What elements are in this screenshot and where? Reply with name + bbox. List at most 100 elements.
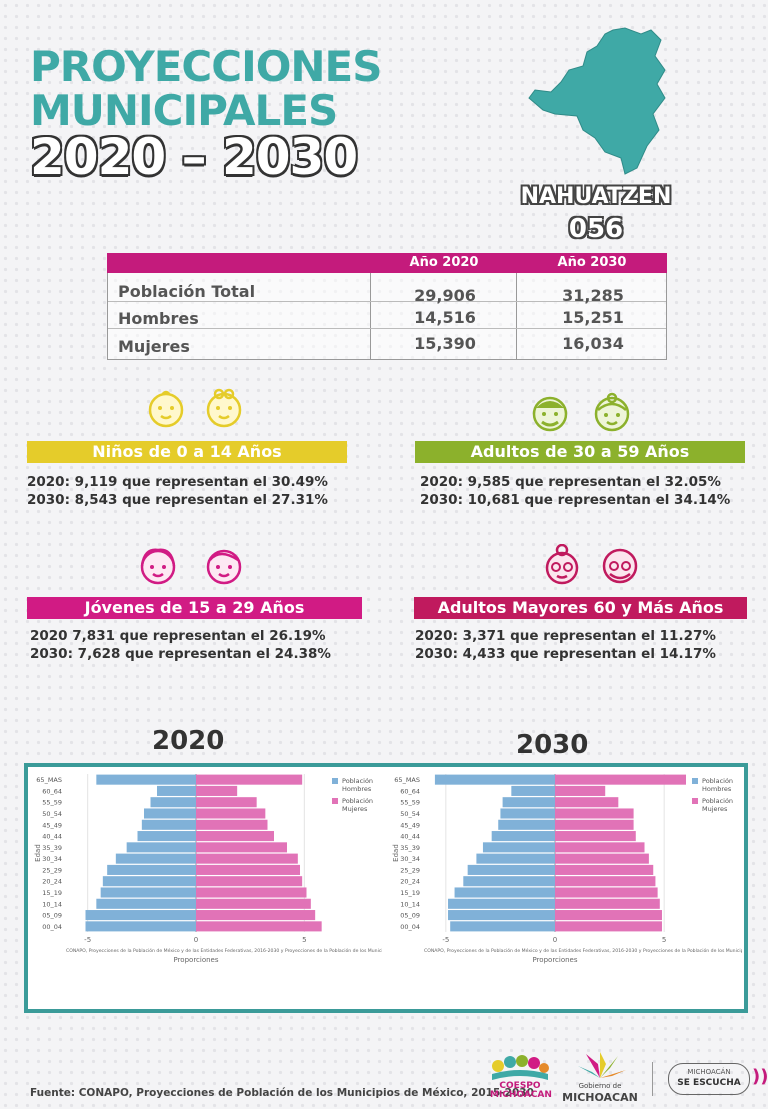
chart-year-2030: 2030 [516,730,589,760]
bar-mujeres [196,910,316,921]
y-tick-label: 00_04 [400,923,420,931]
title-line-1: PROYECCIONES [30,42,383,91]
row-total-2020: 29,906 [414,286,476,305]
group-bar-mayores: Adultos Mayores 60 y Más Años [414,597,747,619]
bar-mujeres [555,876,656,887]
elderly-man-icon [602,548,638,584]
group-bar-adultos: Adultos de 30 a 59 Años [415,441,745,463]
mayores-line-2030: 2030: 4,433 que representan el 14.17% [415,646,716,662]
municipality-name: NAHUATZEN [520,184,672,209]
bar-mujeres [196,808,266,819]
bar-mujeres [555,797,619,808]
bar-mujeres [555,898,660,909]
municipality-map [528,27,666,175]
adultos-line-2030: 2030: 10,681 que representan el 34.14% [420,492,731,508]
row-label-mujeres: Mujeres [118,337,190,356]
michoacan-label: MICHOACAN [562,1091,638,1104]
x-tick-label: -5 [84,936,91,944]
table-divider [516,273,517,359]
young-man-icon [206,549,242,585]
title-line-2: MUNICIPALES [30,86,338,135]
bar-mujeres [196,797,257,808]
y-tick-label: 35_39 [42,844,62,852]
ninos-line-2020: 2020: 9,119 que representan el 30.49% [27,474,328,490]
chart-year-2020: 2020 [152,726,225,756]
x-tick-label: 5 [302,936,306,944]
y-tick-label: 45_49 [42,821,62,829]
chart-source-note: CONAPO, Proyecciones de la Población de … [424,947,742,954]
bar-mujeres [555,887,658,898]
row-label-hombres: Hombres [118,309,199,328]
bar-hombres [115,853,196,864]
se-escucha-label: SE ESCUCHA [677,1078,741,1088]
group-bar-jovenes: Jóvenes de 15 a 29 Años [27,597,362,619]
se-escucha-logo [668,1063,750,1095]
adult-man-icon [532,396,568,432]
jovenes-line-2030: 2030: 7,628 que representan el 24.38% [30,646,331,662]
bar-mujeres [196,785,238,796]
y-tick-label: 10_14 [400,900,420,908]
row-total-2030: 31,285 [562,286,624,305]
y-tick-label: 65_MAS [36,776,62,784]
x-tick-label: 0 [194,936,198,944]
bar-hombres [454,887,555,898]
bar-hombres [511,785,555,796]
row-hombres-2030: 15,251 [562,308,624,327]
bar-mujeres [555,921,662,932]
adultos-line-2020: 2020: 9,585 que representan el 32.05% [420,474,721,490]
bar-hombres [96,774,196,785]
bar-mujeres [196,864,300,875]
se-escucha-top: MICHOACÁN [687,1068,731,1076]
y-tick-label: 15_19 [42,889,62,897]
footer-source: Fuente: CONAPO, Proyecciones de Població… [30,1087,534,1099]
bar-mujeres [555,774,686,785]
elderly-woman-icon [545,544,579,585]
young-woman-icon [140,548,176,585]
legend-swatch-hombres [692,778,698,784]
legend-swatch-hombres [332,778,338,784]
bar-hombres [126,842,196,853]
y-tick-label: 50_54 [400,810,420,818]
bar-mujeres [555,864,654,875]
pyramid-chart-2020: -5 0 5 00_04 05_09 10_14 15_19 20_24 25_29 30_34 3… [34,774,382,964]
y-tick-label: 65_MAS [394,776,420,784]
y-tick-label: 10_14 [42,900,62,908]
bar-hombres [498,819,555,830]
bar-hombres [157,785,196,796]
bar-mujeres [196,853,298,864]
bar-mujeres [555,808,634,819]
gobierno-michoacan-logo [578,1052,626,1078]
col-2030-header: Año 2030 [557,255,627,270]
bar-hombres [141,819,196,830]
y-tick-label: 40_44 [400,833,420,841]
legend-label-mujeres: Mujeres [702,805,728,813]
bar-mujeres [196,887,307,898]
bar-hombres [102,876,196,887]
bar-mujeres [196,876,303,887]
y-tick-label: 25_29 [42,866,62,874]
y-tick-label: 00_04 [42,923,62,931]
bar-hombres [96,898,196,909]
bar-mujeres [196,774,303,785]
mayores-line-2020: 2020: 3,371 que representan el 11.27% [415,628,716,644]
bar-mujeres [555,910,662,921]
bar-hombres [107,864,196,875]
bar-mujeres [196,842,287,853]
table-body: Población Total 29,906 31,285 Hombres 14… [107,273,667,360]
x-tick-label: 0 [553,936,557,944]
pyramid-chart-2030: -5 0 5 00_04 05_09 10_14 15_19 20_24 25_29 30_34 3… [392,774,742,964]
bar-hombres [476,853,555,864]
bar-hombres [491,831,555,842]
y-tick-label: 60_64 [42,787,62,795]
legend-title: Población [342,797,373,805]
bar-mujeres [196,921,322,932]
table-divider [370,273,371,359]
y-tick-label: 20_24 [400,878,420,886]
row-mujeres-2020: 15,390 [414,334,476,353]
x-tick-label: 5 [662,936,666,944]
legend-title: Población [702,777,733,785]
y-tick-label: 05_09 [42,912,62,920]
chart-source-note: CONAPO, Proyecciones de la Población de … [66,947,382,954]
y-tick-label: 55_59 [400,799,420,807]
bar-mujeres [196,819,268,830]
